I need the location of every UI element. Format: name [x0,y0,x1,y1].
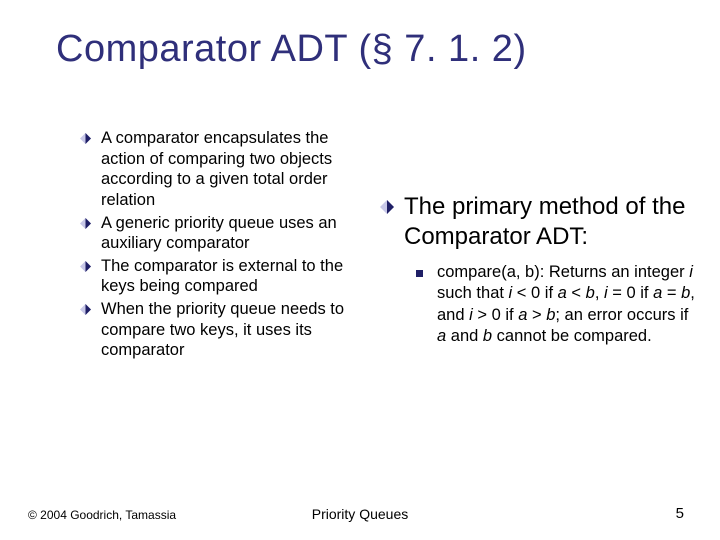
bullet-item: When the priority queue needs to compare… [80,299,370,361]
slide-title: Comparator ADT (§ 7. 1. 2) [56,28,527,71]
t: cannot be compared. [492,327,652,345]
left-column: A comparator encapsulates the action of … [80,128,370,363]
footer-center-text: Priority Queues [0,506,720,522]
var: b [586,284,595,302]
slide: Comparator ADT (§ 7. 1. 2) A comparator … [0,0,720,540]
var: a [558,284,567,302]
t: > [527,306,546,324]
page-number: 5 [676,505,684,522]
t: ; an error occurs if [555,306,688,324]
var: b [681,284,690,302]
t: < [567,284,586,302]
bullet-text: The comparator is external to the keys b… [101,256,370,297]
square-bullet-icon [416,270,423,277]
bullet-text: A comparator encapsulates the action of … [101,128,370,211]
var: i [689,263,693,281]
t: > 0 if [473,306,518,324]
diamond-bullet-icon [80,304,91,315]
diamond-bullet-icon [380,200,394,214]
right-column: The primary method of the Comparator ADT… [380,192,700,348]
t: and [446,327,483,345]
t: < 0 if [512,284,557,302]
t: such that [437,284,509,302]
bullet-text: When the priority queue needs to compare… [101,299,370,361]
diamond-bullet-icon [80,133,91,144]
diamond-bullet-icon [80,218,91,229]
sub-bullet-item: compare(a, b): Returns an integer i such… [416,262,700,348]
var: a [518,306,527,324]
t: = 0 if [608,284,653,302]
t: (a, b): Returns an integer [501,263,689,281]
var: a [653,284,662,302]
bullet-item: A comparator encapsulates the action of … [80,128,370,211]
var: b [546,306,555,324]
bullet-text: A generic priority queue uses an auxilia… [101,213,370,254]
bullet-item: A generic priority queue uses an auxilia… [80,213,370,254]
var: b [483,327,492,345]
t: = [662,284,681,302]
method-name: compare [437,263,501,281]
bullet-item: The primary method of the Comparator ADT… [380,192,700,252]
var: a [437,327,446,345]
t: , [595,284,604,302]
bullet-text: The primary method of the Comparator ADT… [404,192,700,252]
sub-bullet-text: compare(a, b): Returns an integer i such… [437,262,700,348]
diamond-bullet-icon [80,261,91,272]
bullet-item: The comparator is external to the keys b… [80,256,370,297]
